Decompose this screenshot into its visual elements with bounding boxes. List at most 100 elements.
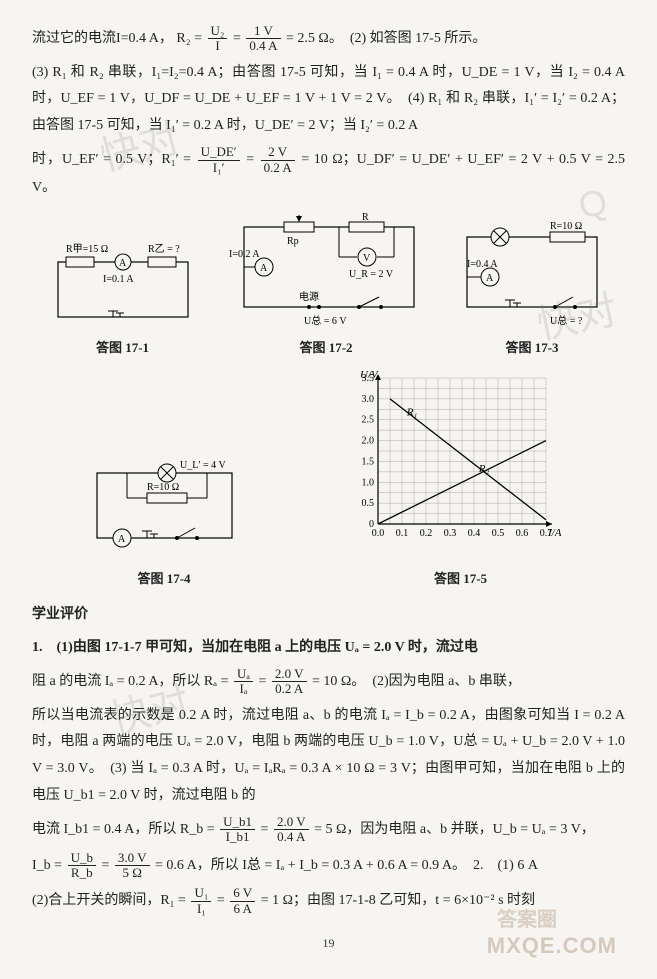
text: (2)合上开关的瞬间，R₁ = [32,893,189,908]
denominator: R_b [68,866,96,880]
text: = 0.6 A，所以 I总 = Iₐ + I_b = 0.3 A + 0.6 A… [155,858,538,873]
fraction: 2.0 V0.2 A [272,667,307,697]
label: I=0.1 A [103,274,134,285]
denominator: I [208,39,228,53]
body-text: 流过它的电流I=0.4 A， R₂ = U₂ I = 1 V 0.4 A = 2… [32,24,625,54]
svg-text:R₂: R₂ [477,463,489,475]
svg-text:0: 0 [369,519,374,530]
body-text: 所以当电流表的示数是 0.2 A 时，流过电阻 a、b 的电流 Iₐ = I_b… [32,703,625,809]
text: = [101,858,112,873]
figure-row: U_L′ = 4 V R=10 Ω A 答图 17-4 0.00.10.20.3… [32,368,625,592]
svg-text:0.5: 0.5 [361,498,374,509]
text: I_b = [32,858,66,873]
svg-text:3.0: 3.0 [361,394,374,405]
svg-text:2.0: 2.0 [361,436,374,447]
fraction: U₂ I [208,24,228,54]
circuit-diagram: Rp R A I=0.2 A V U_R = 2 V 电源 U总 = 6 V [229,212,424,332]
denominator: 0.4 A [246,39,280,53]
svg-text:0.1: 0.1 [395,528,408,539]
circuit-diagram: R甲=15 Ω A R乙 = ? I=0.1 A [48,237,198,332]
svg-text:0.2: 0.2 [419,528,432,539]
denominator: 5 Ω [115,866,150,880]
body-text: 1. (1)由图 17-1-7 甲可知，当加在电阻 a 上的电压 Uₐ = 2.… [32,635,625,662]
label: U_R = 2 V [349,269,394,280]
section-title: 学业评价 [32,602,625,629]
text: = [217,893,228,908]
text: 电流 I_b1 = 0.4 A，所以 R_b = [32,822,218,837]
fraction: U₁I₁ [191,886,211,916]
svg-text:R₁: R₁ [405,407,417,419]
text: = 2.5 Ω。 (2) 如答图 17-5 所示。 [286,31,486,46]
denominator: I₁ [191,902,211,916]
figure-17-5: 0.00.10.20.30.40.50.60.70.51.01.52.02.53… [346,368,576,592]
fraction: 3.0 V5 Ω [115,851,150,881]
label: U总 = 6 V [304,314,347,327]
numerator: 2 V [261,145,295,160]
text: 时，U_EF′ = 0.5 V；R₁′ = [32,152,196,167]
body-text: 电流 I_b1 = 0.4 A，所以 R_b = U_b1I_b1 = 2.0 … [32,815,625,845]
figure-17-3: R=10 Ω A I=0.4 A U总 = ? 答图 17-3 [455,222,610,361]
body-text: (3) R₁ 和 R₂ 串联，I₁=I₂=0.4 A；由答图 17-5 可知，当… [32,60,625,140]
text: 流过它的电流I=0.4 A， [32,31,173,46]
watermark-brand: MXQE.COM [487,925,617,967]
figure-caption: 答图 17-2 [299,336,352,361]
figure-17-2: Rp R A I=0.2 A V U_R = 2 V 电源 U总 = 6 V 答… [229,212,424,361]
svg-text:A: A [486,273,494,284]
figure-caption: 答图 17-4 [137,567,190,592]
body-text: I_b = U_bR_b = 3.0 V5 Ω = 0.6 A，所以 I总 = … [32,851,625,881]
numerator: 6 V [230,886,255,901]
label: 电源 [299,290,319,303]
body-text: 阻 a 的电流 Iₐ = 0.2 A，所以 Rₐ = UₐIₐ = 2.0 V0… [32,667,625,697]
numerator: U_b1 [220,815,255,830]
text: 1. (1)由图 17-1-7 甲可知，当加在电阻 a 上的电压 Uₐ = 2.… [32,640,478,655]
label: R [362,212,369,223]
circuit-diagram: U_L′ = 4 V R=10 Ω A [82,453,247,563]
denominator: 0.2 A [272,682,307,696]
figure-caption: 答图 17-5 [434,567,487,592]
numerator: 1 V [246,24,280,39]
numerator: U_b [68,851,96,866]
figure-caption: 答图 17-1 [96,336,149,361]
text: = 10 Ω。 (2)因为电阻 a、b 串联， [312,674,521,689]
fraction: U_bR_b [68,851,96,881]
denominator: 6 A [230,902,255,916]
figure-17-1: R甲=15 Ω A R乙 = ? I=0.1 A 答图 17-1 [48,237,198,361]
svg-text:0.5: 0.5 [491,528,504,539]
denominator: 0.2 A [261,161,295,175]
label: U_L′ = 4 V [180,460,226,471]
numerator: 3.0 V [115,851,150,866]
text: = [246,152,258,167]
fraction: 2.0 V0.4 A [274,815,309,845]
denominator: I_b1 [220,830,255,844]
svg-text:A: A [119,258,127,269]
svg-text:2.5: 2.5 [361,415,374,426]
line-chart: 0.00.10.20.30.40.50.60.70.51.01.52.02.53… [346,368,576,563]
svg-text:A: A [260,263,268,274]
figure-17-4: U_L′ = 4 V R=10 Ω A 答图 17-4 [82,453,247,592]
figure-caption: 答图 17-3 [505,336,558,361]
body-text: 时，U_EF′ = 0.5 V；R₁′ = U_DE′ I₁′ = 2 V 0.… [32,145,625,201]
text: R₂ = [176,31,205,46]
label: R甲=15 Ω [66,244,108,255]
fraction: U_b1I_b1 [220,815,255,845]
denominator: 0.4 A [274,830,309,844]
svg-text:V: V [363,253,371,264]
label: I=0.4 A [467,259,498,270]
fraction: U_DE′ I₁′ [198,145,240,175]
numerator: U₁ [191,886,211,901]
numerator: 2.0 V [272,667,307,682]
fraction: 2 V 0.2 A [261,145,295,175]
figure-row: R甲=15 Ω A R乙 = ? I=0.1 A 答图 17-1 Rp R A … [32,212,625,361]
svg-text:0.6: 0.6 [515,528,528,539]
numerator: 2.0 V [274,815,309,830]
svg-text:A: A [118,534,126,545]
denominator: Iₐ [234,682,253,696]
label: R乙 = ? [148,243,180,255]
fraction: UₐIₐ [234,667,253,697]
svg-text:0.4: 0.4 [467,528,480,539]
fraction: 6 V6 A [230,886,255,916]
text: = 5 Ω，因为电阻 a、b 并联，U_b = Uₐ = 3 V， [314,822,595,837]
fraction: 1 V 0.4 A [246,24,280,54]
label: U总 = ? [550,314,583,327]
svg-text:0.3: 0.3 [443,528,456,539]
